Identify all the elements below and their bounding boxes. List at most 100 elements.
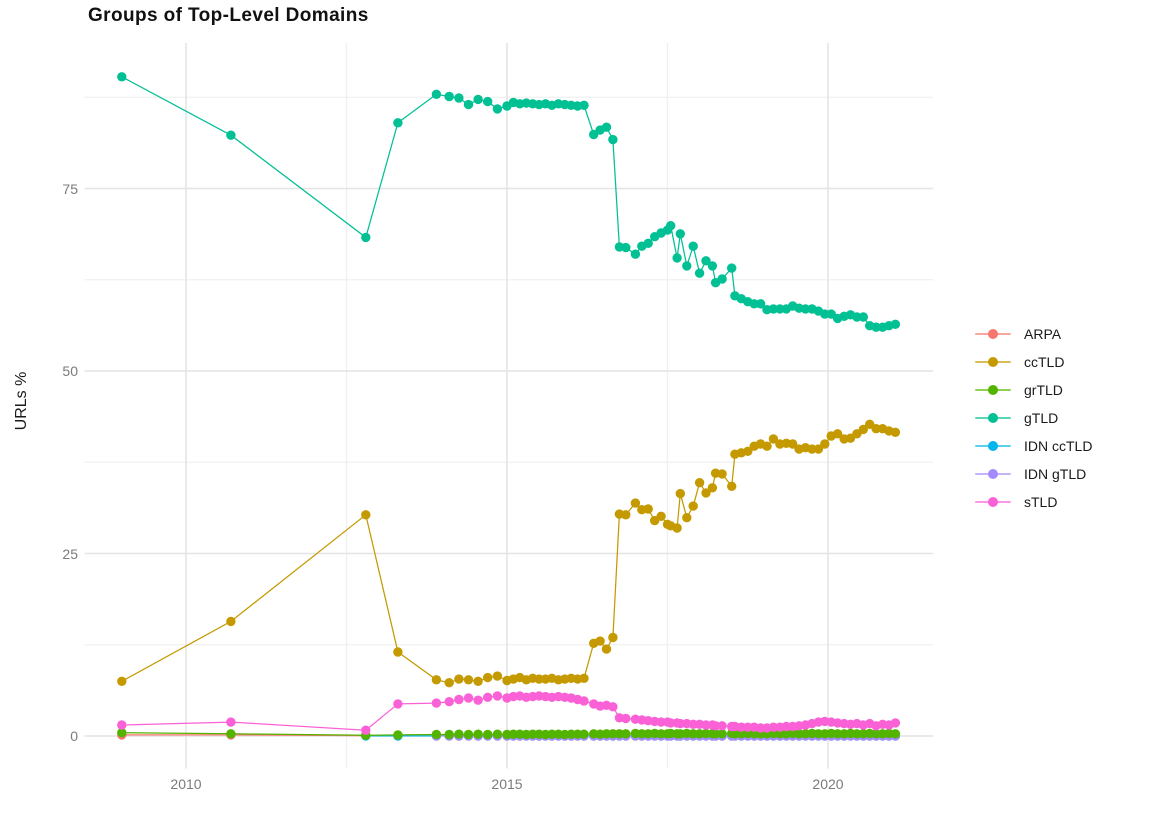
series-point-cctld	[762, 441, 772, 451]
series-point-grtld	[393, 730, 403, 740]
series-point-cctld	[643, 504, 653, 514]
series-point-gtld	[492, 104, 503, 114]
series-point-grtld	[117, 728, 127, 738]
series-point-cctld	[813, 444, 824, 454]
series-point-stld	[226, 717, 236, 727]
series-point-cctld	[832, 429, 843, 439]
y-tick-label: 50	[62, 363, 78, 379]
series-point-cctld	[871, 424, 881, 434]
series-point-cctld	[361, 510, 371, 520]
series-point-grtld	[608, 729, 618, 739]
series-point-cctld	[768, 434, 779, 444]
series-point-cctld	[621, 510, 631, 520]
series-point-stld	[431, 698, 442, 708]
series-point-gtld	[755, 299, 766, 309]
legend-item-arpa: ARPA	[975, 320, 1092, 348]
legend-label: IDN ccTLD	[1024, 438, 1093, 454]
series-point-stld	[768, 722, 779, 732]
series-point-gtld	[444, 91, 454, 102]
series-point-gtld	[666, 221, 676, 231]
series-point-grtld	[463, 729, 474, 740]
legend-item-stld: sTLD	[975, 488, 1092, 516]
series-point-gtld	[473, 94, 483, 105]
series-point-gtld	[601, 122, 612, 132]
series-point-cctld	[656, 511, 666, 521]
series-point-stld	[736, 722, 746, 732]
series-point-cctld	[492, 671, 503, 681]
y-tick-label: 25	[62, 545, 78, 562]
legend-label: ARPA	[1024, 326, 1062, 342]
legend-item-grtld: grTLD	[975, 376, 1092, 404]
series-point-grtld	[890, 729, 901, 739]
legend: ARPA ccTLD grTLD gTLD IDN ccTLD IDN gTLD sTLD	[975, 320, 1092, 516]
legend-label: IDN gTLD	[1024, 466, 1087, 482]
series-point-stld	[890, 718, 901, 728]
series-point-gtld	[621, 242, 631, 253]
series-point-cctld	[717, 469, 727, 479]
series-point-gtld	[701, 256, 711, 266]
series-point-cctld	[890, 427, 901, 437]
legend-key-icon	[975, 324, 1011, 344]
series-point-gtld	[727, 263, 737, 273]
series-point-stld	[454, 694, 464, 705]
series-point-gtld	[431, 89, 442, 100]
series-point-cctld	[820, 439, 830, 449]
series-point-cctld	[694, 478, 705, 488]
series-point-cctld	[727, 481, 737, 491]
series-point-gtld	[463, 99, 474, 110]
series-point-cctld	[601, 644, 612, 654]
series-point-cctld	[675, 488, 685, 499]
series-point-grtld	[547, 729, 557, 739]
y-tick-label: 0	[70, 728, 78, 744]
series-point-stld	[117, 720, 127, 730]
series-point-grtld	[483, 729, 493, 740]
series-point-stld	[473, 695, 483, 705]
series-point-cctld	[701, 488, 711, 498]
series-point-cctld	[672, 523, 682, 533]
series-point-stld	[361, 725, 371, 735]
series-point-stld	[579, 696, 589, 706]
series-point-gtld	[361, 232, 371, 243]
series-point-cctld	[454, 674, 464, 684]
series-point-gtld	[643, 238, 653, 248]
legend-key-icon	[975, 352, 1011, 372]
series-point-gtld	[707, 261, 718, 271]
series-point-stld	[393, 699, 403, 709]
series-point-gtld	[579, 100, 589, 111]
x-tick-label: 2020	[812, 776, 844, 792]
series-point-gtld	[675, 229, 685, 239]
legend-key-icon	[975, 380, 1011, 400]
series-point-gtld	[800, 304, 811, 314]
series-point-grtld	[717, 729, 727, 739]
x-tick-label: 2010	[170, 776, 202, 792]
series-point-gtld	[768, 304, 779, 314]
series-point-stld	[608, 702, 618, 712]
legend-item-idn-gtld: IDN gTLD	[975, 460, 1092, 488]
series-point-gtld	[694, 268, 705, 278]
series-point-gtld	[608, 134, 618, 145]
series-point-grtld	[492, 729, 503, 739]
series-point-gtld	[226, 130, 236, 140]
legend-label: ccTLD	[1024, 354, 1065, 370]
x-tick-label: 2015	[491, 776, 523, 792]
series-point-grtld	[871, 729, 881, 739]
series-point-cctld	[788, 439, 798, 449]
series-point-stld	[444, 697, 454, 707]
series-point-stld	[483, 692, 493, 702]
series-point-gtld	[672, 253, 682, 263]
series-line-gtld	[121, 76, 896, 328]
legend-key-icon	[975, 436, 1011, 456]
series-point-cctld	[444, 678, 454, 688]
series-point-cctld	[463, 675, 474, 685]
legend-label: gTLD	[1024, 410, 1059, 426]
series-point-cctld	[595, 636, 605, 646]
legend-label: sTLD	[1024, 494, 1058, 510]
series-point-cctld	[688, 501, 698, 511]
series-point-grtld	[454, 729, 464, 739]
series-point-cctld	[473, 676, 483, 686]
series-point-gtld	[890, 319, 901, 329]
legend-key-icon	[975, 408, 1011, 428]
series-point-cctld	[858, 424, 868, 435]
